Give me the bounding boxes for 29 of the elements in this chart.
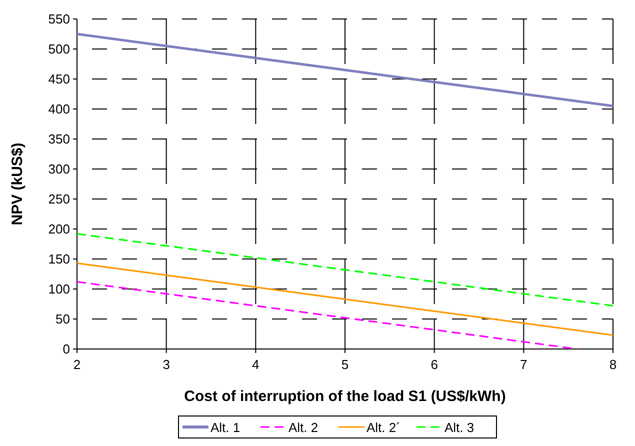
line-series bbox=[76, 281, 578, 350]
x-tick-label: 4 bbox=[252, 357, 260, 372]
y-tick-label: 100 bbox=[48, 282, 70, 297]
line-series bbox=[76, 32, 614, 108]
legend-label: Alt. 1 bbox=[210, 420, 240, 435]
y-tick-label: 450 bbox=[48, 72, 70, 87]
y-tick-label: 250 bbox=[48, 192, 70, 207]
y-tick-label: 200 bbox=[48, 222, 70, 237]
x-tick-label: 5 bbox=[341, 357, 349, 372]
legend-label: Alt. 2 bbox=[288, 420, 318, 435]
legend-label: Alt. 2´ bbox=[366, 420, 400, 435]
legend-label: Alt. 3 bbox=[444, 420, 474, 435]
y-tick-label: 500 bbox=[48, 42, 70, 57]
x-axis-title: Cost of interruption of the load S1 (US$/kWh) bbox=[184, 388, 506, 405]
x-tick-label: 6 bbox=[430, 357, 438, 372]
x-tick-label: 2 bbox=[73, 357, 81, 372]
y-tick-label: 150 bbox=[48, 252, 70, 267]
y-tick-label: 0 bbox=[62, 342, 70, 357]
x-tick-label: 8 bbox=[609, 357, 617, 372]
x-tick-label: 3 bbox=[162, 357, 170, 372]
y-tick-label: 400 bbox=[48, 102, 70, 117]
y-tick-label: 300 bbox=[48, 162, 70, 177]
line-series bbox=[76, 233, 614, 307]
line-series bbox=[76, 262, 614, 336]
x-tick-label: 7 bbox=[520, 357, 528, 372]
y-tick-label: 350 bbox=[48, 132, 70, 147]
y-axis-title: NPV (kUS$) bbox=[9, 142, 26, 226]
y-tick-label: 550 bbox=[48, 12, 70, 27]
y-tick-label: 50 bbox=[56, 312, 70, 327]
